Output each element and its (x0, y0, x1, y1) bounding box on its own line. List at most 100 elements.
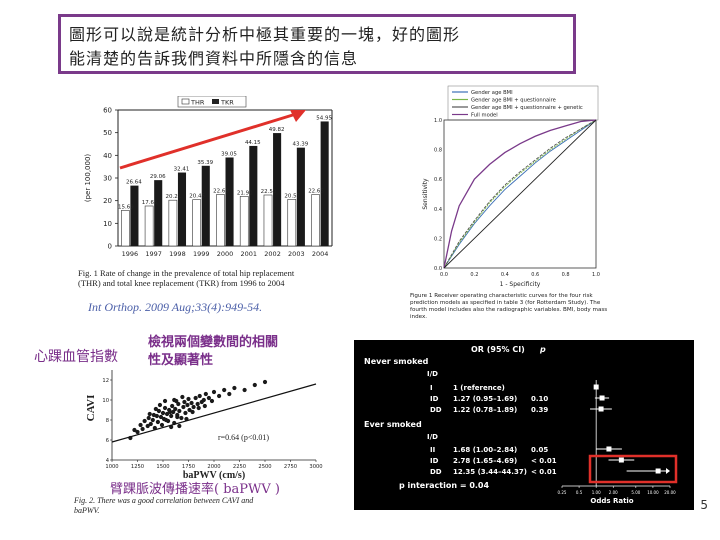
scatter-point (153, 406, 158, 412)
forest-point (606, 446, 612, 452)
bar-marks: 15.69 26.64 17.65 29.06 20.21 32.41 20.45 35.39… (118, 115, 333, 247)
bar-thr-2000 (216, 194, 225, 247)
scatter-point (189, 400, 194, 406)
bar-x-tick-label: 2001 (241, 250, 258, 258)
roc-y-tick-label: 1.0 (434, 118, 442, 124)
forest-x-tick-label: 0.25 (558, 490, 567, 495)
forest-row-p: 0.39 (531, 406, 548, 414)
scatter-point (183, 410, 188, 416)
forest-row-or: 1 (reference) (453, 384, 505, 392)
scatter-point (193, 395, 198, 401)
scatter-point (140, 426, 145, 432)
roc-line-3 (443, 119, 597, 269)
roc-y-tick-label: 0.8 (434, 148, 442, 154)
bar-thr-label: 22.69 (213, 189, 229, 195)
roc-x-tick-label: 0.2 (470, 272, 478, 278)
bar-tkr-label: 49.82 (269, 127, 285, 133)
headline-line-2: 能清楚的告訴我們資料中所隱含的信息 (69, 49, 359, 68)
scatter-x-tick-label: 2250 (233, 464, 246, 470)
roc-legend-label: Gender age BMI + questionnaire (471, 98, 556, 104)
scatter-point (175, 414, 180, 420)
scatter-point (162, 398, 168, 404)
roc-y-tick-label: 0.6 (434, 177, 442, 183)
roc-legend-label: Full model (471, 113, 498, 119)
bar-x-tick-label: 2004 (312, 250, 329, 258)
bar-chart: THR TKR (per 100,000) 0 10 20 30 40 50 60 15.6… (84, 96, 333, 258)
bar-x-tick-label: 2002 (264, 250, 281, 258)
roc-caption-line-4: index. (410, 314, 428, 320)
forest-header-ii-ever: I/D (427, 433, 438, 441)
bar-x-tick-label: 1996 (122, 250, 139, 258)
bar-thr-label: 15.69 (118, 204, 134, 210)
scatter-x-tick-label: 3000 (309, 464, 322, 470)
roc-line-1 (443, 119, 597, 269)
roc-x-tick-label: 0.4 (501, 272, 509, 278)
roc-caption: Figure 1 Receiver operating characterist… (410, 293, 610, 321)
scatter-point (156, 408, 162, 414)
forest-row-ii: DD (430, 468, 442, 476)
forest-ci-arrow (666, 468, 670, 474)
forest-row-or: 1.22 (0.78–1.89) (453, 406, 517, 414)
scatter-x-tick-label: 1750 (182, 464, 195, 470)
scatter-point (142, 418, 147, 424)
bar-thr-2003 (287, 199, 297, 247)
scatter-point (185, 402, 190, 408)
roc-chart: Gender age BMI Gender age BMI + questionn… (422, 85, 600, 288)
scatter-point (227, 391, 232, 397)
forest-x-tick-label: 20.00 (664, 490, 676, 495)
bar-thr-1998 (168, 199, 178, 247)
scatter-point (158, 414, 164, 420)
roc-line-4 (443, 119, 597, 269)
forest-row-ii: I (430, 384, 433, 392)
forest-plot: OR (95% CI) p Never smoked I/D Ever smok… (364, 345, 678, 505)
scatter-point (146, 415, 151, 421)
forest-group-ever: Ever smoked (364, 420, 422, 429)
scatter-point (172, 397, 177, 403)
scatter-point (203, 391, 208, 397)
bar-y-tick-label: 40 (103, 152, 112, 160)
forest-group-never: Never smoked (364, 357, 429, 366)
bar-y-ticks: 0 10 20 30 40 50 60 (103, 107, 118, 251)
scatter-point (147, 411, 152, 417)
scatter-chart: CAVI 1000 1250 1500 1750 2000 2250 2500 2750 300… (85, 370, 323, 480)
forest-point (598, 406, 604, 412)
scatter-point (191, 404, 196, 410)
scatter-x-tick-label: 2750 (284, 464, 297, 470)
scatter-points (128, 379, 268, 441)
scatter-point (252, 382, 257, 388)
bar-tkr-2003 (296, 147, 305, 246)
scatter-x-tick-label: 1250 (131, 464, 144, 470)
scatter-point (176, 401, 181, 407)
scatter-ticks: 1000 1250 1500 1750 2000 2250 2500 2750 3000 4 6 8 1… (102, 378, 322, 470)
scatter-note-line-1: 檢視兩個變數間的相關 (148, 335, 279, 350)
roc-y-tick-label: 0.4 (434, 207, 442, 213)
bar-legend: THR TKR (177, 96, 247, 108)
roc-ticks: 0.0 0.2 0.4 0.6 0.8 1.0 0.0 0.2 0.4 0.6 0.8 1.0 (434, 118, 600, 278)
roc-line-0 (443, 119, 597, 269)
forest-rows: I 1 (reference) ID 1.27 (0.95–1.69) 0.10 DD 1.… (430, 384, 670, 476)
scatter-point (202, 403, 207, 409)
bar-thr-label: 20.57 (284, 193, 300, 199)
roc-plot-frame (443, 119, 597, 269)
scatter-x-axis-label: baPWV (cm/s) (183, 470, 245, 480)
scatter-point (155, 419, 160, 425)
bar-thr-1996 (121, 210, 130, 247)
forest-row-p: < 0.01 (531, 468, 557, 476)
roc-caption-line-3: fourth model includes also the radiograp… (410, 307, 608, 313)
forest-x-tick-label: 10.00 (647, 490, 659, 495)
bar-thr-2004 (311, 194, 320, 247)
bar-x-tick-label: 1998 (169, 250, 186, 258)
scatter-point (186, 396, 191, 402)
roc-lines (443, 119, 597, 269)
bar-y-tick-label: 30 (103, 175, 112, 183)
scatter-point (168, 409, 173, 415)
bar-thr-label: 20.45 (189, 194, 205, 200)
roc-legend-box (447, 85, 599, 121)
bar-y-tick-label: 10 (103, 220, 112, 228)
slide-number: 5 (700, 498, 708, 512)
forest-point (618, 457, 624, 463)
scatter-point (177, 423, 182, 429)
forest-row-ii: II (430, 446, 435, 454)
forest-x-tick-label: 2.00 (609, 490, 618, 495)
forest-row-or: 2.78 (1.65–4.69) (453, 457, 517, 465)
